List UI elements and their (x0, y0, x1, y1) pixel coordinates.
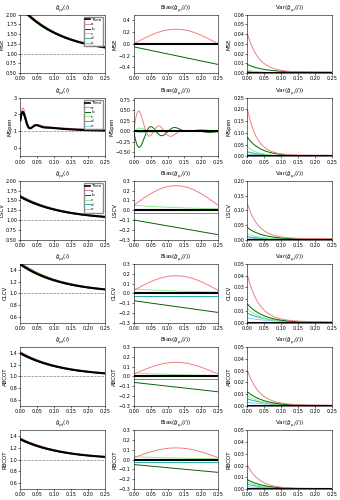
Title: Bias($\hat{g}_{_{pcf}}(l)$): Bias($\hat{g}_{_{pcf}}(l)$) (160, 3, 191, 14)
Title: $\hat{g}_{_{pcf}}(l)$: $\hat{g}_{_{pcf}}(l)$ (55, 252, 70, 264)
Y-axis label: MSpen: MSpen (109, 118, 114, 137)
Y-axis label: ABCOT: ABCOT (3, 367, 8, 386)
Y-axis label: MSE: MSE (0, 38, 5, 50)
Title: Bias($\hat{g}_{_{pcf}}(l)$): Bias($\hat{g}_{_{pcf}}(l)$) (160, 252, 191, 264)
Legend: Theo, a, b, c, d, e: Theo, a, b, c, d, e (84, 100, 102, 130)
Title: Var($\hat{g}_{_{pcf}}(l)$): Var($\hat{g}_{_{pcf}}(l)$) (275, 3, 304, 14)
Title: Bias($\hat{g}_{_{pcf}}(l)$): Bias($\hat{g}_{_{pcf}}(l)$) (160, 169, 191, 181)
Y-axis label: ABCOT: ABCOT (112, 367, 117, 386)
Title: Var($\hat{g}_{_{pcf}}(l)$): Var($\hat{g}_{_{pcf}}(l)$) (275, 169, 304, 181)
Y-axis label: LSCV: LSCV (112, 203, 117, 217)
Y-axis label: MSpen: MSpen (227, 118, 232, 137)
Title: Var($\hat{g}_{_{pcf}}(l)$): Var($\hat{g}_{_{pcf}}(l)$) (275, 418, 304, 430)
Legend: Theo, a, b, c, d, e: Theo, a, b, c, d, e (84, 183, 102, 212)
Y-axis label: CLCV: CLCV (227, 286, 232, 300)
Y-axis label: MSE: MSE (227, 38, 232, 50)
Y-axis label: LSCV: LSCV (0, 203, 5, 217)
Y-axis label: RBCOT: RBCOT (112, 450, 117, 469)
Title: Bias($\hat{g}_{_{pcf}}(l)$): Bias($\hat{g}_{_{pcf}}(l)$) (160, 418, 191, 430)
Title: $\hat{g}_{_{pcf}}(l)$: $\hat{g}_{_{pcf}}(l)$ (55, 86, 70, 98)
Y-axis label: RBCOT: RBCOT (227, 450, 232, 469)
Title: $\hat{g}_{_{pcf}}(l)$: $\hat{g}_{_{pcf}}(l)$ (55, 169, 70, 181)
Y-axis label: RBCOT: RBCOT (3, 450, 8, 469)
Y-axis label: CLCV: CLCV (112, 286, 117, 300)
Y-axis label: LSCV: LSCV (227, 203, 232, 217)
Y-axis label: MSE: MSE (112, 38, 117, 50)
Y-axis label: ABCOT: ABCOT (227, 367, 232, 386)
Title: Bias($\hat{g}_{_{pcf}}(l)$): Bias($\hat{g}_{_{pcf}}(l)$) (160, 336, 191, 347)
Legend: Theo, a, b, c, d, e: Theo, a, b, c, d, e (84, 16, 102, 46)
Title: Var($\hat{g}_{_{pcf}}(l)$): Var($\hat{g}_{_{pcf}}(l)$) (275, 336, 304, 347)
Title: $\hat{g}_{_{pcf}}(l)$: $\hat{g}_{_{pcf}}(l)$ (55, 336, 70, 347)
Y-axis label: CLCV: CLCV (3, 286, 8, 300)
Title: $\hat{g}_{_{pcf}}(l)$: $\hat{g}_{_{pcf}}(l)$ (55, 418, 70, 430)
Title: $\hat{g}_{_{pcf}}(l)$: $\hat{g}_{_{pcf}}(l)$ (55, 3, 70, 14)
Y-axis label: MSpen: MSpen (7, 118, 12, 137)
Title: Var($\hat{g}_{_{pcf}}(l)$): Var($\hat{g}_{_{pcf}}(l)$) (275, 86, 304, 98)
Title: Var($\hat{g}_{_{pcf}}(l)$): Var($\hat{g}_{_{pcf}}(l)$) (275, 252, 304, 264)
Title: Bias($\hat{g}_{_{pcf}}(l)$): Bias($\hat{g}_{_{pcf}}(l)$) (160, 86, 191, 98)
